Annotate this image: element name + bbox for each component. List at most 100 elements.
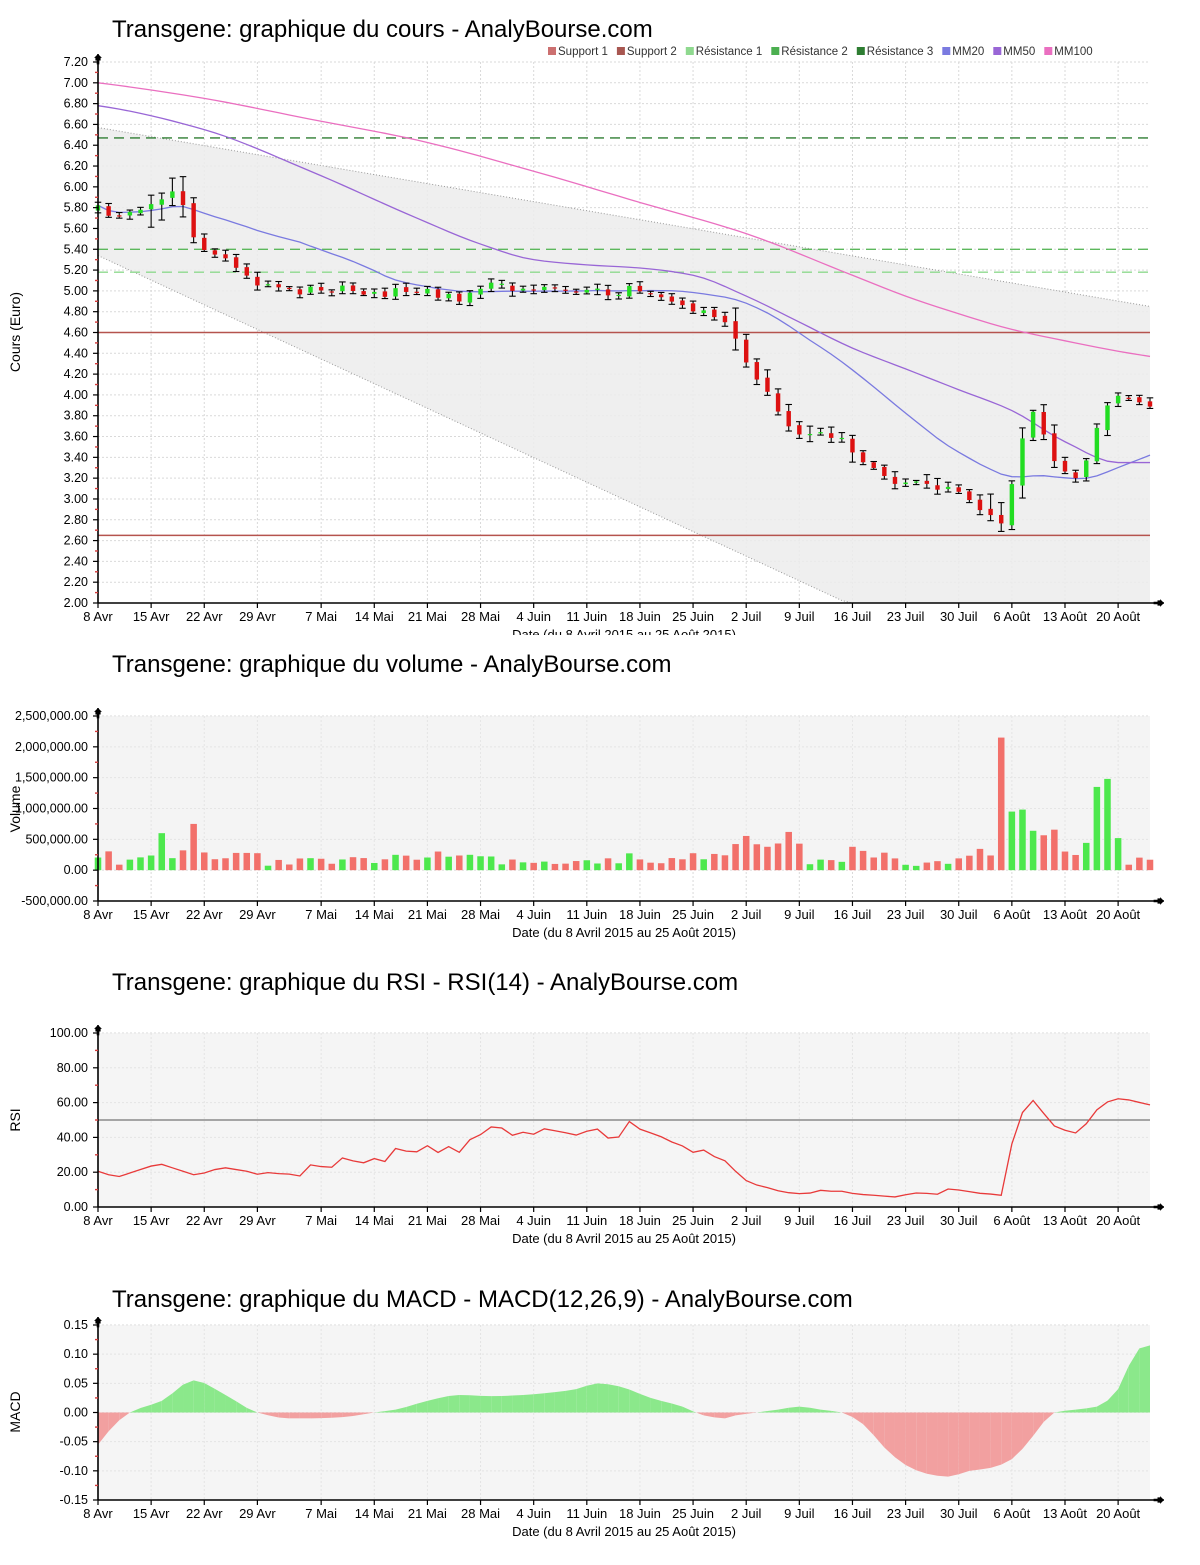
svg-text:2.60: 2.60	[64, 534, 88, 548]
svg-text:-0.05: -0.05	[60, 1435, 89, 1449]
svg-text:6.60: 6.60	[64, 117, 88, 131]
svg-text:29 Avr: 29 Avr	[239, 1213, 276, 1228]
svg-text:8 Avr: 8 Avr	[83, 1213, 113, 1228]
svg-text:18 Juin: 18 Juin	[619, 1506, 661, 1521]
svg-text:15 Avr: 15 Avr	[133, 907, 170, 922]
svg-text:18 Juin: 18 Juin	[619, 609, 661, 624]
svg-text:4.20: 4.20	[64, 367, 88, 381]
svg-text:14 Mai: 14 Mai	[355, 907, 394, 922]
svg-text:80.00: 80.00	[57, 1061, 88, 1075]
svg-text:4 Juin: 4 Juin	[516, 1213, 551, 1228]
svg-text:4 Juin: 4 Juin	[516, 1506, 551, 1521]
svg-text:2 Juil: 2 Juil	[731, 1506, 761, 1521]
svg-text:-0.15: -0.15	[60, 1493, 89, 1507]
svg-text:2.20: 2.20	[64, 575, 88, 589]
svg-text:40.00: 40.00	[57, 1130, 88, 1144]
svg-text:18 Juin: 18 Juin	[619, 907, 661, 922]
svg-text:Transgene: graphique du volume: Transgene: graphique du volume - AnalyBo…	[112, 651, 671, 678]
svg-text:8 Avr: 8 Avr	[83, 1506, 113, 1521]
svg-text:Support 1: Support 1	[558, 46, 608, 58]
svg-text:Transgene: graphique du cours: Transgene: graphique du cours - AnalyBou…	[112, 16, 653, 43]
svg-text:6 Août: 6 Août	[993, 609, 1030, 624]
svg-text:7 Mai: 7 Mai	[305, 609, 337, 624]
svg-text:6.40: 6.40	[64, 138, 88, 152]
svg-text:Date (du 8 Avril 2015 au 25 Ao: Date (du 8 Avril 2015 au 25 Août 2015)	[512, 1231, 736, 1246]
svg-text:Volume: Volume	[7, 785, 23, 832]
svg-text:18 Juin: 18 Juin	[619, 1213, 661, 1228]
svg-text:8 Avr: 8 Avr	[83, 907, 113, 922]
svg-text:5.80: 5.80	[64, 201, 88, 215]
svg-text:MM50: MM50	[1003, 46, 1035, 58]
svg-text:6.00: 6.00	[64, 180, 88, 194]
svg-text:21 Mai: 21 Mai	[408, 609, 447, 624]
svg-text:5.00: 5.00	[64, 284, 88, 298]
svg-text:11 Juin: 11 Juin	[566, 609, 607, 624]
svg-text:14 Mai: 14 Mai	[355, 609, 394, 624]
svg-text:0.05: 0.05	[64, 1376, 88, 1390]
svg-text:Date (du 8 Avril 2015 au 25 Ao: Date (du 8 Avril 2015 au 25 Août 2015)	[512, 925, 736, 940]
svg-text:3.60: 3.60	[64, 430, 88, 444]
svg-text:15 Avr: 15 Avr	[133, 609, 170, 624]
svg-text:1,500,000.00: 1,500,000.00	[15, 771, 88, 785]
svg-text:-0.10: -0.10	[60, 1464, 89, 1478]
svg-text:13 Août: 13 Août	[1043, 1506, 1087, 1521]
svg-text:22 Avr: 22 Avr	[186, 609, 223, 624]
svg-text:23 Juil: 23 Juil	[887, 1213, 925, 1228]
svg-text:21 Mai: 21 Mai	[408, 1213, 447, 1228]
svg-text:21 Mai: 21 Mai	[408, 907, 447, 922]
svg-text:2.40: 2.40	[64, 554, 88, 568]
svg-text:2 Juil: 2 Juil	[731, 1213, 761, 1228]
svg-text:0.10: 0.10	[64, 1347, 88, 1361]
svg-text:4.80: 4.80	[64, 305, 88, 319]
svg-text:16 Juil: 16 Juil	[834, 907, 872, 922]
svg-text:6 Août: 6 Août	[993, 907, 1030, 922]
svg-text:29 Avr: 29 Avr	[239, 1506, 276, 1521]
svg-text:Date (du 8 Avril 2015 au 25 Ao: Date (du 8 Avril 2015 au 25 Août 2015)	[512, 1524, 736, 1539]
svg-text:4.60: 4.60	[64, 326, 88, 340]
svg-text:20.00: 20.00	[57, 1165, 88, 1179]
svg-text:4.40: 4.40	[64, 346, 88, 360]
svg-text:11 Juin: 11 Juin	[566, 1213, 607, 1228]
svg-text:2.80: 2.80	[64, 513, 88, 527]
svg-text:7 Mai: 7 Mai	[305, 907, 337, 922]
svg-text:2,000,000.00: 2,000,000.00	[15, 740, 88, 754]
svg-text:15 Avr: 15 Avr	[133, 1213, 170, 1228]
svg-text:Transgene: graphique du MACD -: Transgene: graphique du MACD - MACD(12,2…	[112, 1286, 853, 1313]
svg-text:16 Juil: 16 Juil	[834, 609, 872, 624]
svg-text:13 Août: 13 Août	[1043, 609, 1087, 624]
svg-text:28 Mai: 28 Mai	[461, 1506, 500, 1521]
svg-text:0.00: 0.00	[64, 863, 88, 877]
svg-text:4 Juin: 4 Juin	[516, 907, 551, 922]
svg-text:0.00: 0.00	[64, 1200, 88, 1214]
svg-text:28 Mai: 28 Mai	[461, 907, 500, 922]
svg-text:0.15: 0.15	[64, 1318, 88, 1332]
svg-text:28 Mai: 28 Mai	[461, 1213, 500, 1228]
svg-text:7.00: 7.00	[64, 76, 88, 90]
svg-text:500,000.00: 500,000.00	[25, 832, 88, 846]
svg-text:Résistance 2: Résistance 2	[781, 46, 847, 58]
svg-text:Résistance 3: Résistance 3	[867, 46, 933, 58]
svg-text:16 Juil: 16 Juil	[834, 1213, 872, 1228]
svg-text:7.20: 7.20	[64, 55, 88, 69]
svg-text:2 Juil: 2 Juil	[731, 907, 761, 922]
svg-text:MACD: MACD	[7, 1391, 23, 1432]
svg-text:23 Juil: 23 Juil	[887, 609, 925, 624]
svg-text:MM100: MM100	[1054, 46, 1092, 58]
svg-text:14 Mai: 14 Mai	[355, 1213, 394, 1228]
svg-text:6 Août: 6 Août	[993, 1213, 1030, 1228]
svg-text:5.40: 5.40	[64, 242, 88, 256]
svg-text:-500,000.00: -500,000.00	[21, 894, 88, 908]
svg-text:MM20: MM20	[952, 46, 984, 58]
svg-text:30 Juil: 30 Juil	[940, 609, 978, 624]
svg-text:22 Avr: 22 Avr	[186, 1506, 223, 1521]
svg-text:30 Juil: 30 Juil	[940, 1213, 978, 1228]
svg-text:7 Mai: 7 Mai	[305, 1213, 337, 1228]
svg-text:4.00: 4.00	[64, 388, 88, 402]
svg-text:3.80: 3.80	[64, 409, 88, 423]
svg-text:3.20: 3.20	[64, 471, 88, 485]
svg-text:6 Août: 6 Août	[993, 1506, 1030, 1521]
svg-text:0.00: 0.00	[64, 1406, 88, 1420]
svg-text:13 Août: 13 Août	[1043, 907, 1087, 922]
svg-text:25 Juin: 25 Juin	[672, 1506, 714, 1521]
svg-text:15 Avr: 15 Avr	[133, 1506, 170, 1521]
